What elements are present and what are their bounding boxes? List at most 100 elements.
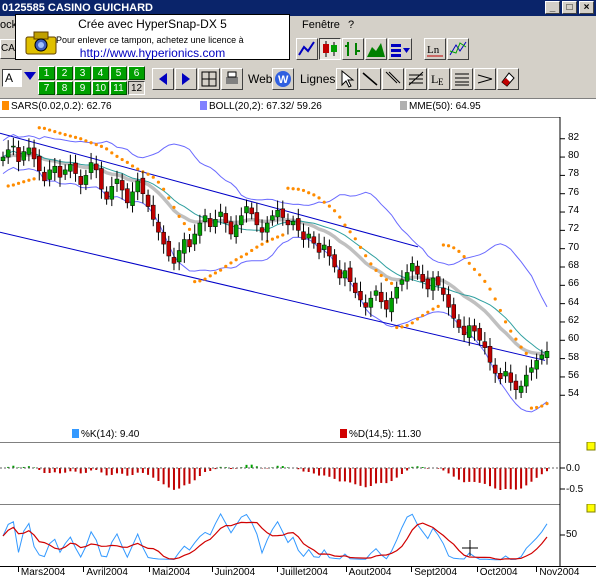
- candle-body: [420, 274, 425, 282]
- sar-dot: [110, 151, 114, 155]
- period-button-7[interactable]: 7: [38, 81, 55, 95]
- web-button[interactable]: W: [272, 68, 294, 90]
- period-button-9[interactable]: 9: [74, 81, 91, 95]
- sar-dot: [63, 133, 67, 137]
- sar-dot: [275, 235, 280, 239]
- sar-dot: [120, 157, 124, 162]
- compare-icon: [449, 41, 467, 56]
- stochastic-d-line: [2, 521, 548, 561]
- ticker-field[interactable]: CA: [0, 39, 16, 59]
- grid-button[interactable]: [198, 68, 220, 90]
- period-button-10[interactable]: 10: [92, 81, 109, 95]
- sar-dot: [187, 227, 192, 231]
- svg-text:W: W: [278, 74, 289, 86]
- sar-dot: [503, 320, 508, 324]
- period-button-8[interactable]: 8: [56, 81, 73, 95]
- sar-dot: [540, 404, 544, 408]
- price-tick-label: 78: [568, 168, 580, 180]
- panel-handle-2[interactable]: [586, 504, 596, 513]
- panel-handle-1[interactable]: [586, 442, 596, 451]
- candle-body: [16, 147, 21, 162]
- candle-body: [218, 211, 223, 217]
- fibonacci-button[interactable]: [405, 68, 427, 90]
- scroll-right-button[interactable]: [175, 68, 197, 90]
- time-tick-label: Nov2004: [539, 567, 580, 578]
- time-tick: [211, 566, 213, 572]
- style-combo[interactable]: A: [2, 69, 22, 87]
- time-tick: [148, 566, 150, 572]
- time-tick: [411, 566, 413, 572]
- maximize-button[interactable]: □: [562, 1, 577, 14]
- candle-body: [389, 297, 394, 313]
- period-button-4[interactable]: 4: [92, 66, 109, 80]
- stamp-title: Crée avec HyperSnap-DX 5: [78, 17, 227, 31]
- bar-chart-button[interactable]: [342, 38, 364, 60]
- print-button[interactable]: [221, 68, 243, 90]
- sar-dot: [301, 188, 306, 193]
- zoom-in-button[interactable]: [152, 68, 174, 90]
- eraser-button[interactable]: [497, 68, 519, 90]
- sar-dot: [136, 167, 140, 171]
- mountain-chart-button[interactable]: [365, 38, 387, 60]
- candle-body: [358, 291, 363, 301]
- period-button-5[interactable]: 5: [110, 66, 127, 80]
- period-button-3[interactable]: 3: [74, 66, 91, 80]
- sar-dot: [452, 246, 456, 250]
- candle-body: [373, 290, 379, 296]
- period-button-6[interactable]: 6: [128, 66, 145, 80]
- menu-item-fenetre[interactable]: Fenêtre: [302, 19, 340, 31]
- log-scale-button[interactable]: Ln: [424, 38, 446, 60]
- sar-dot: [146, 172, 150, 176]
- menu-item-help[interactable]: ?: [348, 19, 355, 31]
- select-tool-button[interactable]: [336, 68, 358, 90]
- candle-body: [228, 221, 234, 235]
- boll-swatch: [200, 101, 207, 110]
- price-chart[interactable]: [0, 117, 596, 447]
- trendline-tool-button[interactable]: [359, 68, 381, 90]
- period-button-12[interactable]: 12: [128, 81, 145, 95]
- sar-dot: [332, 209, 337, 213]
- compare-button[interactable]: [447, 38, 469, 60]
- candle-body: [254, 212, 260, 226]
- candle-body: [176, 250, 182, 263]
- candle-body: [301, 231, 306, 240]
- horizontal-lines-button[interactable]: [451, 68, 473, 90]
- svg-text:E: E: [438, 77, 444, 87]
- sar-dot: [130, 164, 135, 168]
- minimize-button[interactable]: _: [545, 1, 560, 14]
- candle-body: [306, 233, 311, 239]
- period-button-2[interactable]: 2: [56, 66, 73, 80]
- close-button[interactable]: ×: [579, 1, 594, 14]
- volume-button[interactable]: [388, 38, 412, 60]
- price-tick-label: 56: [568, 369, 580, 381]
- candle-body: [259, 227, 265, 233]
- sar-dot: [291, 187, 295, 191]
- diagonal-line-icon: [362, 72, 378, 86]
- osc-tick-zero: 0.0: [566, 463, 580, 474]
- sar-dot: [410, 321, 414, 325]
- candle-body: [487, 345, 493, 363]
- sar-dot: [16, 181, 21, 185]
- period-button-1[interactable]: 1: [38, 66, 55, 80]
- sar-dot: [426, 310, 430, 314]
- candle-chart-button[interactable]: [319, 38, 341, 60]
- watermark-stamp: Crée avec HyperSnap-DX 5 Pour enlever ce…: [15, 14, 290, 60]
- fan-lines-icon: [477, 74, 493, 84]
- line-chart-button[interactable]: [296, 38, 318, 60]
- toolbar-bottom: A 1 2 3 4 5 6 7 8 9 10 11 12 Web W Ligne…: [0, 62, 596, 99]
- fan-lines-button[interactable]: [474, 68, 496, 90]
- combo-arrow-icon[interactable]: [24, 72, 36, 80]
- parallel-lines-button[interactable]: [382, 68, 404, 90]
- oscillator-panel[interactable]: [0, 442, 596, 504]
- candle-body: [337, 269, 343, 279]
- period-button-11[interactable]: 11: [110, 81, 127, 95]
- sar-dot: [203, 277, 207, 281]
- sar-dot: [172, 205, 176, 209]
- candle-body: [441, 287, 446, 295]
- sar-dot: [286, 186, 290, 190]
- stochastic-panel[interactable]: [0, 504, 596, 566]
- stamp-url[interactable]: http://www.hyperionics.com: [79, 46, 226, 60]
- sar-dot: [488, 287, 492, 291]
- candle-body: [150, 204, 156, 220]
